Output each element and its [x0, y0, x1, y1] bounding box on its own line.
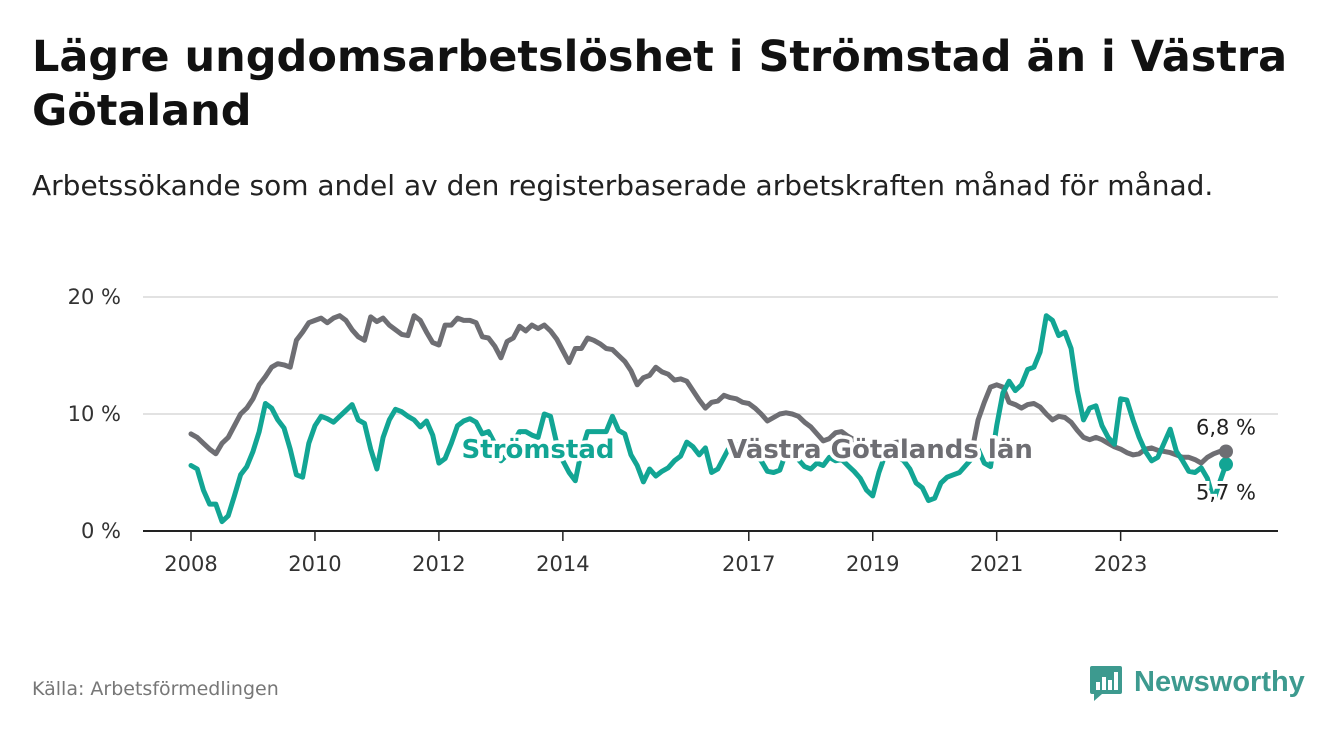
end-point-vastra-gotaland	[1219, 444, 1233, 459]
x-tick-label: 2012	[412, 552, 465, 576]
y-tick-label: 10 %	[68, 402, 121, 426]
series-line-stromstad	[188, 313, 1229, 525]
x-tick-label: 2014	[536, 552, 589, 576]
series-name-label-vastra-gotaland: Västra Götalands län	[727, 435, 1033, 465]
x-tick-label: 2010	[288, 552, 341, 576]
end-value-label-stromstad: 5,7 %	[1196, 480, 1256, 504]
end-value-label-vastra-gotaland: 6,8 %	[1196, 415, 1256, 439]
series-labels: 5,7 % 6,8 % Strömstad Västra Götalands län	[458, 412, 1259, 507]
series-line-vastra-gotaland	[188, 313, 1229, 466]
x-tick-label: 2017	[722, 552, 775, 576]
y-tick-label: 0 %	[81, 519, 121, 543]
line-chart: 0 % 10 % 20 % 2008 2010 2012 2014 2017 2019 2021…	[68, 285, 1278, 576]
y-tick-label: 20 %	[68, 285, 121, 309]
source-note: Källa: Arbetsförmedlingen	[32, 678, 279, 700]
gridlines	[143, 296, 1278, 415]
chart-subtitle: Arbetssökande som andel av den registerb…	[32, 169, 1214, 202]
x-tick-label: 2008	[164, 552, 217, 576]
brand-logo: Newsworthy	[1088, 660, 1305, 704]
x-tick-label: 2019	[846, 552, 899, 576]
brand-name: Newsworthy	[1134, 665, 1305, 698]
series-name-label-stromstad: Strömstad	[462, 435, 615, 465]
x-axis: 2008 2010 2012 2014 2017 2019 2021 2023	[143, 530, 1278, 576]
x-tick-label: 2023	[1094, 552, 1147, 576]
y-axis: 0 % 10 % 20 %	[68, 285, 121, 543]
chart-title: Lägre ungdomsarbetslöshet i Strömstad än…	[32, 32, 1288, 136]
series-lines	[188, 313, 1229, 525]
end-point-stromstad	[1219, 457, 1233, 472]
x-tick-label: 2021	[970, 552, 1023, 576]
newsworthy-logo-icon	[1090, 666, 1122, 701]
